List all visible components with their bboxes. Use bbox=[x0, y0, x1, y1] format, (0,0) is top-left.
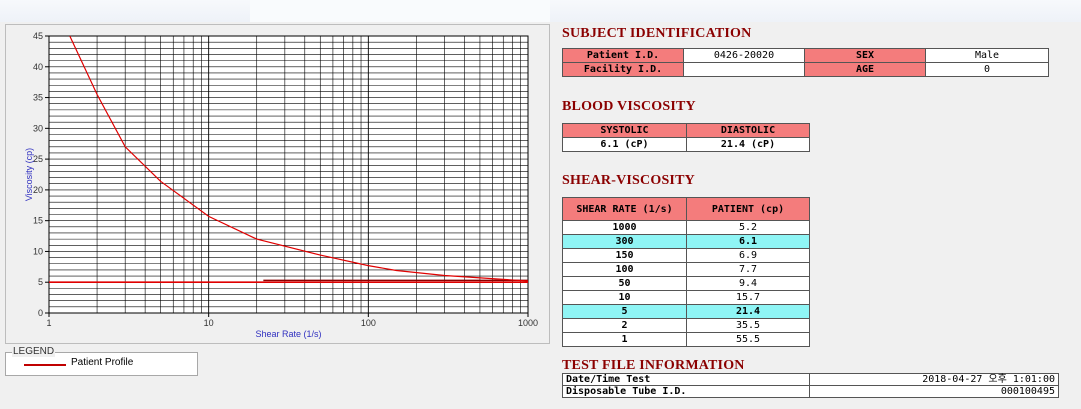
shear-viscosity-title: SHEAR-VISCOSITY bbox=[562, 173, 695, 188]
patient-viscosity-cell: 35.5 bbox=[686, 318, 810, 333]
x-tick-label: 1000 bbox=[518, 318, 538, 328]
patient-column-header: PATIENT (cp) bbox=[686, 197, 810, 221]
table-row: 50 9.4 bbox=[562, 276, 810, 291]
shear-rate-column-header: SHEAR RATE (1/s) bbox=[562, 197, 687, 221]
blood-viscosity-table: SYSTOLIC DIASTOLIC 6.1 (cP) 21.4 (cP) bbox=[562, 123, 810, 152]
y-tick-label: 45 bbox=[33, 31, 43, 41]
table-row: 1 55.5 bbox=[562, 332, 810, 347]
shear-rate-cell: 1 bbox=[562, 332, 687, 347]
x-axis-label: Shear Rate (1/s) bbox=[255, 329, 321, 339]
patient-viscosity-cell: 9.4 bbox=[686, 276, 810, 291]
patient-viscosity-cell: 6.9 bbox=[686, 248, 810, 263]
patient-viscosity-cell: 7.7 bbox=[686, 262, 810, 277]
shear-rate-cell: 10 bbox=[562, 290, 687, 305]
y-tick-label: 20 bbox=[33, 185, 43, 195]
shear-rate-cell: 150 bbox=[562, 248, 687, 263]
table-row: 300 6.1 bbox=[562, 234, 810, 249]
date-time-label: Date/Time Test bbox=[562, 373, 810, 386]
x-tick-label: 100 bbox=[361, 318, 376, 328]
table-row: 1000 5.2 bbox=[562, 220, 810, 235]
test-file-table: Date/Time Test 2018-04-27 오후 1:01:00 Dis… bbox=[562, 373, 1059, 398]
y-tick-label: 0 bbox=[38, 308, 43, 318]
patient-id-label: Patient I.D. bbox=[562, 48, 684, 63]
systolic-label: SYSTOLIC bbox=[562, 123, 687, 138]
viscosity-chart-panel: 0 5 10 15 20 25 30 35 40 45 1 10 100 1000 Shear Rate (… bbox=[5, 24, 550, 344]
x-tick-label: 10 bbox=[204, 318, 214, 328]
subject-table: Patient I.D. 0426-20020 SEX Male Facilit… bbox=[562, 48, 1049, 77]
diastolic-label: DIASTOLIC bbox=[686, 123, 810, 138]
plot-area bbox=[48, 35, 529, 314]
table-row: 150 6.9 bbox=[562, 248, 810, 263]
sex-value: Male bbox=[925, 48, 1049, 63]
y-tick-label: 40 bbox=[33, 62, 43, 72]
shear-rate-cell: 100 bbox=[562, 262, 687, 277]
subject-identification-title: SUBJECT IDENTIFICATION bbox=[562, 26, 752, 41]
table-row: 5 21.4 bbox=[562, 304, 810, 319]
facility-id-label: Facility I.D. bbox=[562, 62, 684, 77]
viscosity-chart: 0 5 10 15 20 25 30 35 40 45 1 10 100 1000 Shear Rate (… bbox=[24, 31, 538, 339]
age-label: AGE bbox=[804, 62, 926, 77]
blood-viscosity-title: BLOOD VISCOSITY bbox=[562, 99, 696, 114]
shear-rate-cell: 5 bbox=[562, 304, 687, 319]
diastolic-value: 21.4 (cP) bbox=[686, 137, 810, 152]
patient-viscosity-cell: 5.2 bbox=[686, 220, 810, 235]
y-tick-label: 25 bbox=[33, 154, 43, 164]
legend-label-patient-profile: Patient Profile bbox=[71, 357, 134, 368]
systolic-value: 6.1 (cP) bbox=[562, 137, 687, 152]
patient-viscosity-cell: 55.5 bbox=[686, 332, 810, 347]
disposable-tube-id-value: 000100495 bbox=[809, 385, 1059, 398]
shear-rate-cell: 1000 bbox=[562, 220, 687, 235]
shear-rate-cell: 50 bbox=[562, 276, 687, 291]
top-bar bbox=[0, 0, 1081, 22]
legend-swatch-patient-profile bbox=[24, 364, 66, 366]
test-file-information-title: TEST FILE INFORMATION bbox=[562, 358, 745, 373]
shear-rate-cell: 300 bbox=[562, 234, 687, 249]
table-row: 2 35.5 bbox=[562, 318, 810, 333]
y-tick-label: 30 bbox=[33, 123, 43, 133]
y-tick-label: 35 bbox=[33, 93, 43, 103]
y-axis-label: Viscosity (cp) bbox=[24, 148, 34, 201]
y-tick-label: 15 bbox=[33, 216, 43, 226]
sex-label: SEX bbox=[804, 48, 926, 63]
table-row: 10 15.7 bbox=[562, 290, 810, 305]
legend-box: LEGEND Patient Profile bbox=[5, 346, 198, 376]
facility-id-value bbox=[683, 62, 805, 77]
x-tick-label: 1 bbox=[46, 318, 51, 328]
shear-rate-cell: 2 bbox=[562, 318, 687, 333]
y-tick-label: 10 bbox=[33, 246, 43, 256]
table-row: 100 7.7 bbox=[562, 262, 810, 277]
date-time-value: 2018-04-27 오후 1:01:00 bbox=[809, 373, 1059, 386]
age-value: 0 bbox=[925, 62, 1049, 77]
legend-title: LEGEND bbox=[12, 346, 56, 357]
patient-viscosity-cell: 6.1 bbox=[686, 234, 810, 249]
shear-viscosity-table: SHEAR RATE (1/s) PATIENT (cp) 1000 5.2 300… bbox=[562, 197, 810, 347]
disposable-tube-id-label: Disposable Tube I.D. bbox=[562, 385, 810, 398]
patient-viscosity-cell: 21.4 bbox=[686, 304, 810, 319]
y-tick-label: 5 bbox=[38, 277, 43, 287]
patient-viscosity-cell: 15.7 bbox=[686, 290, 810, 305]
series-line-patient-profile bbox=[69, 35, 529, 282]
patient-id-value: 0426-20020 bbox=[683, 48, 805, 63]
